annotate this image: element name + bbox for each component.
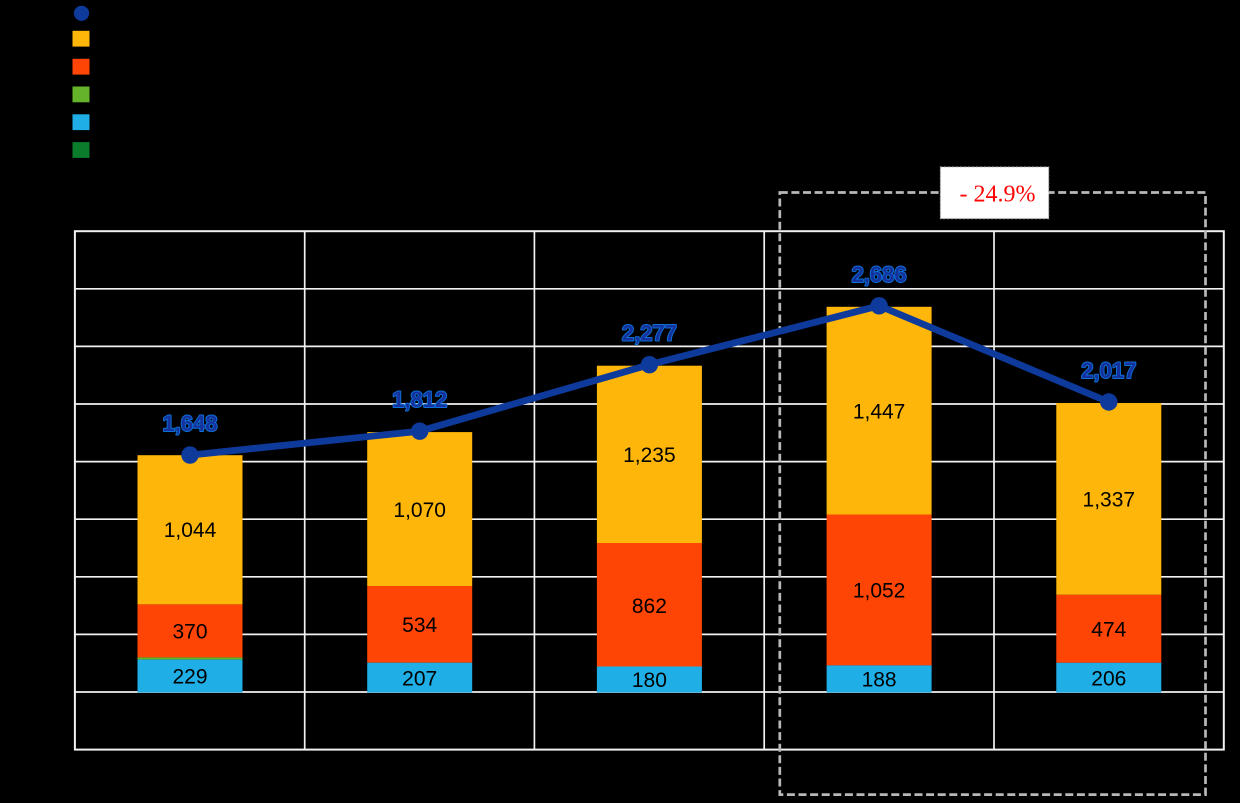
svg-text:180: 180 <box>632 669 667 692</box>
svg-text:229: 229 <box>172 666 207 689</box>
svg-text:370: 370 <box>172 621 207 644</box>
svg-text:1,235: 1,235 <box>623 444 676 467</box>
svg-text:862: 862 <box>632 595 667 618</box>
svg-text:1,052: 1,052 <box>853 580 906 603</box>
svg-text:207: 207 <box>402 667 437 690</box>
svg-text:1,337: 1,337 <box>1083 489 1136 512</box>
svg-text:1,447: 1,447 <box>853 400 906 423</box>
svg-text:2,277: 2,277 <box>622 321 677 346</box>
svg-text:1,044: 1,044 <box>164 519 217 542</box>
svg-text:- 24.9%: - 24.9% <box>960 182 1036 208</box>
svg-text:534: 534 <box>402 614 437 637</box>
svg-text:474: 474 <box>1091 619 1126 642</box>
svg-text:1,648: 1,648 <box>162 411 217 436</box>
svg-text:1,812: 1,812 <box>392 387 447 412</box>
svg-text:2,686: 2,686 <box>852 262 907 287</box>
svg-text:2,017: 2,017 <box>1081 358 1136 383</box>
svg-text:188: 188 <box>862 669 897 692</box>
svg-text:1,070: 1,070 <box>393 499 446 522</box>
svg-text:206: 206 <box>1091 667 1126 690</box>
